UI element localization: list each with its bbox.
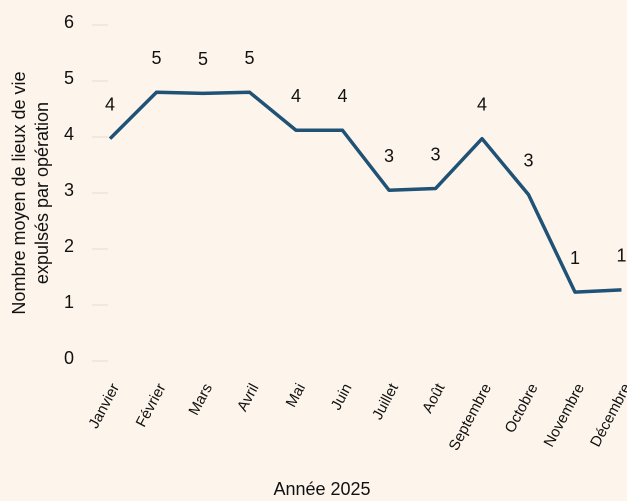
data-label: 4 bbox=[105, 94, 115, 114]
y-axis-title: Nombre moyen de lieux de vie bbox=[9, 71, 29, 314]
y-tick-label: 1 bbox=[64, 292, 74, 312]
data-label: 5 bbox=[151, 48, 161, 68]
y-tick-label: 0 bbox=[64, 348, 74, 368]
data-label: 4 bbox=[337, 86, 347, 106]
data-label: 1 bbox=[570, 248, 580, 268]
y-tick-label: 4 bbox=[64, 124, 74, 144]
y-axis-title: expulsés par opération bbox=[32, 102, 52, 284]
data-label: 3 bbox=[384, 146, 394, 166]
data-label: 3 bbox=[523, 150, 533, 170]
line bbox=[108, 90, 622, 294]
data-label: 5 bbox=[244, 48, 254, 68]
y-tick-label: 2 bbox=[64, 236, 74, 256]
y-tick-label: 6 bbox=[64, 12, 74, 32]
data-label: 5 bbox=[198, 49, 208, 69]
x-axis-title: Année 2025 bbox=[273, 479, 370, 499]
data-label: 4 bbox=[477, 94, 487, 114]
data-label: 4 bbox=[291, 86, 301, 106]
y-tick-label: 5 bbox=[64, 68, 74, 88]
y-tick-label: 3 bbox=[64, 180, 74, 200]
data-label: 1 bbox=[616, 246, 626, 266]
data-label: 3 bbox=[430, 144, 440, 164]
